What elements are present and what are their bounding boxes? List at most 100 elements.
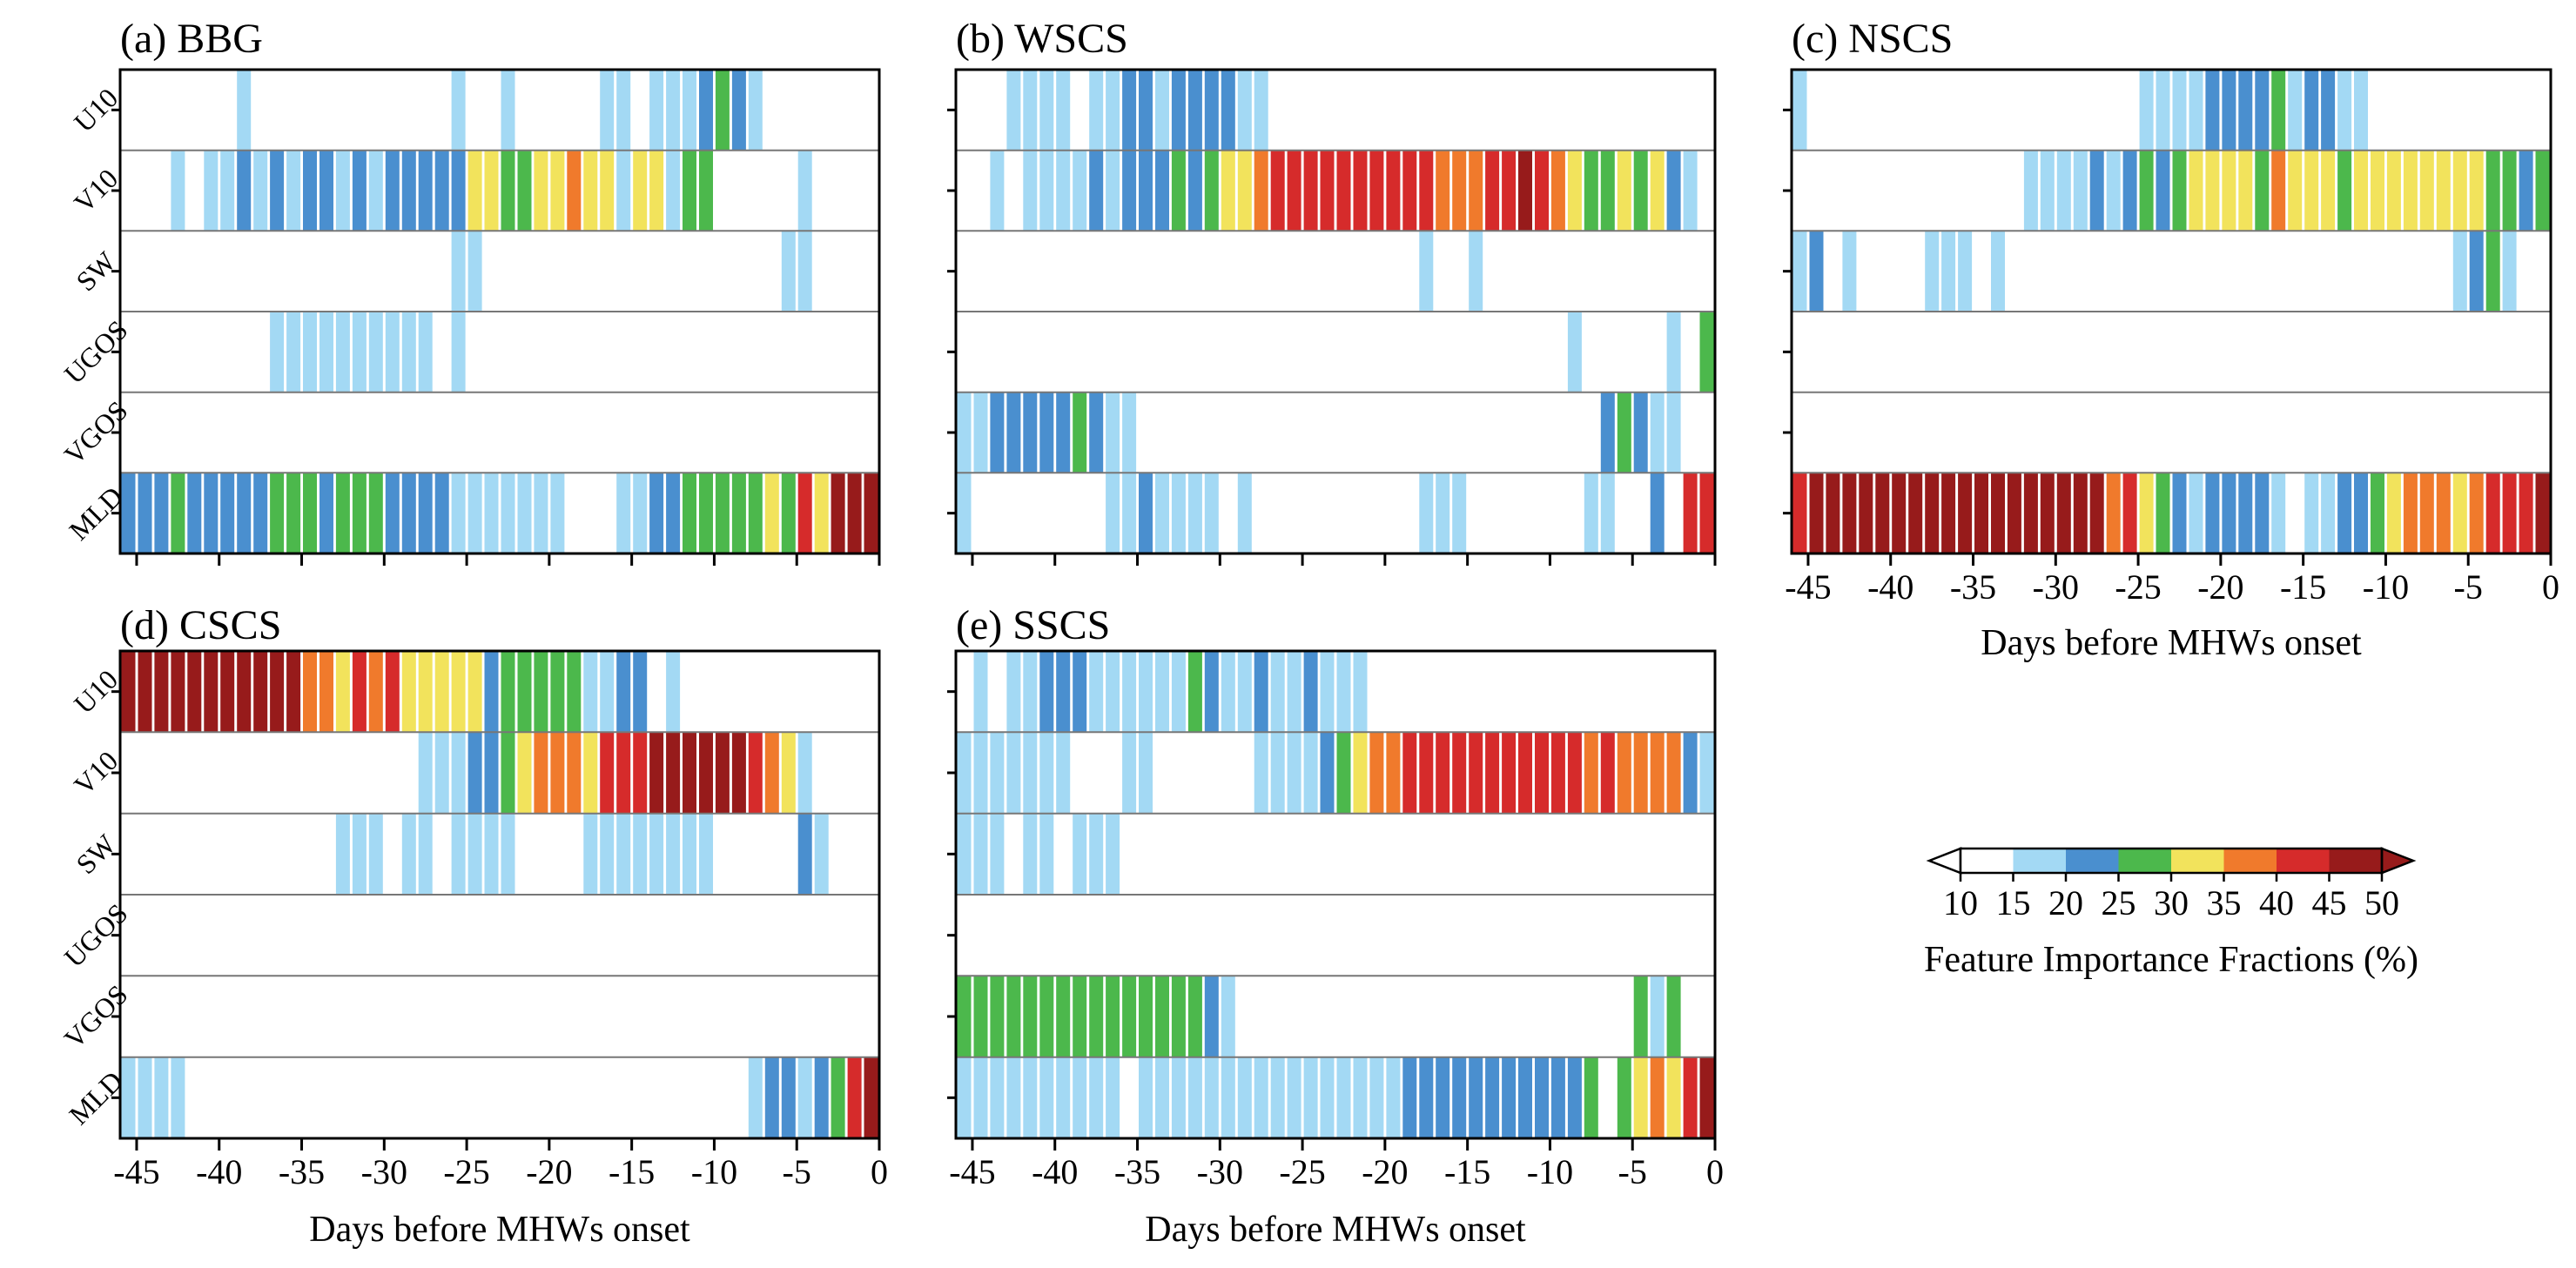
heat-cell bbox=[1452, 473, 1467, 553]
heat-cell bbox=[2469, 150, 2484, 231]
heat-cell bbox=[797, 473, 812, 553]
heat-cell bbox=[1155, 651, 1169, 733]
heat-cell bbox=[1991, 473, 2005, 553]
heat-cell bbox=[600, 813, 615, 895]
colorbar-bin bbox=[2329, 849, 2382, 873]
heat-cell bbox=[781, 1057, 796, 1138]
colorbar-tick-label: 20 bbox=[2048, 883, 2083, 922]
heat-cell bbox=[484, 813, 499, 895]
heat-cell bbox=[138, 651, 152, 733]
heat-cell bbox=[973, 392, 988, 473]
heat-cell bbox=[451, 813, 466, 895]
heat-cell bbox=[467, 732, 482, 814]
y-tick-label: SW bbox=[70, 828, 122, 880]
panel-e-cells bbox=[957, 651, 1714, 1138]
panel-a-row-separators bbox=[120, 149, 879, 474]
heat-cell bbox=[1056, 392, 1071, 473]
heat-cell bbox=[1792, 231, 1807, 312]
heat-cell bbox=[121, 473, 136, 553]
heat-cell bbox=[385, 651, 400, 733]
heat-cell bbox=[957, 813, 972, 895]
heat-cell bbox=[434, 473, 449, 553]
heat-cell bbox=[1353, 732, 1368, 814]
heat-cell bbox=[1122, 70, 1137, 151]
colorbar: 10 15 20 25 30 35 40 45 50 Feature Importance Fr… bbox=[1924, 847, 2418, 980]
heat-cell bbox=[1650, 392, 1665, 473]
colorbar-tick-label: 50 bbox=[2364, 883, 2399, 922]
x-tick-label: -20 bbox=[2197, 567, 2243, 607]
colorbar-bin bbox=[2277, 849, 2330, 873]
heat-cell bbox=[335, 813, 350, 895]
heat-cell bbox=[385, 312, 400, 392]
heat-cell bbox=[1666, 150, 1681, 231]
heat-cell bbox=[990, 1057, 1005, 1138]
heat-cell bbox=[683, 732, 696, 814]
heat-cell bbox=[1303, 150, 1318, 231]
heat-cell bbox=[171, 1057, 185, 1138]
heat-cell bbox=[2189, 150, 2203, 231]
heat-cell bbox=[368, 813, 383, 895]
heat-cell bbox=[1666, 392, 1681, 473]
colorbar-extend-low bbox=[1926, 847, 1962, 875]
heat-cell bbox=[335, 150, 350, 231]
x-tick-label: 0 bbox=[871, 1152, 888, 1191]
heat-cell bbox=[1436, 732, 1450, 814]
heat-cell bbox=[2371, 150, 2384, 231]
heat-cell bbox=[1336, 651, 1351, 733]
heat-cell bbox=[683, 813, 696, 895]
heat-cell bbox=[600, 732, 615, 814]
heat-cell bbox=[1941, 473, 1956, 553]
heat-cell bbox=[1650, 473, 1665, 553]
heat-cell bbox=[1369, 732, 1384, 814]
heat-cell bbox=[1535, 150, 1549, 231]
heat-cell bbox=[550, 473, 565, 553]
heat-cell bbox=[567, 732, 582, 814]
x-tick-label: -10 bbox=[2363, 567, 2409, 607]
heat-cell bbox=[121, 651, 136, 733]
heat-cell bbox=[1106, 1057, 1120, 1138]
heat-cell bbox=[2485, 231, 2500, 312]
heat-cell bbox=[2222, 70, 2236, 151]
heat-cell bbox=[401, 312, 416, 392]
heat-cell bbox=[1875, 473, 1890, 553]
heat-cell bbox=[764, 1057, 779, 1138]
heat-cell bbox=[649, 70, 664, 151]
heat-cell bbox=[451, 732, 466, 814]
panel-b-x-axis bbox=[971, 553, 1717, 566]
heat-cell bbox=[1502, 150, 1517, 231]
x-tick-label: -5 bbox=[1618, 1152, 1647, 1191]
heat-cell bbox=[2205, 150, 2220, 231]
heat-cell bbox=[1518, 1057, 1532, 1138]
heat-cell bbox=[187, 473, 202, 553]
heat-cell bbox=[1469, 150, 1483, 231]
heat-cell bbox=[1171, 473, 1186, 553]
heat-cell bbox=[764, 732, 779, 814]
heat-cell bbox=[1171, 976, 1186, 1057]
heat-cell bbox=[1089, 651, 1104, 733]
heat-cell bbox=[451, 150, 466, 231]
heat-cell bbox=[666, 473, 681, 553]
heat-cell bbox=[1842, 473, 1857, 553]
heat-cell bbox=[451, 651, 466, 733]
heat-cell bbox=[484, 732, 499, 814]
heat-cell bbox=[2354, 70, 2368, 151]
panel-e-frame bbox=[954, 649, 1717, 1140]
panel-b-frame bbox=[954, 68, 1717, 555]
heat-cell bbox=[1187, 473, 1202, 553]
heat-cell bbox=[517, 150, 532, 231]
heat-cell bbox=[1452, 1057, 1467, 1138]
heat-cell bbox=[1666, 1057, 1681, 1138]
heat-cell bbox=[237, 150, 252, 231]
heat-cell bbox=[973, 1057, 988, 1138]
heat-cell bbox=[237, 70, 252, 151]
heat-cell bbox=[1106, 473, 1120, 553]
heat-cell bbox=[1039, 732, 1054, 814]
heat-cell bbox=[2238, 150, 2253, 231]
heat-cell bbox=[797, 813, 812, 895]
y-tick-label: UGOS bbox=[57, 897, 133, 973]
heat-cell bbox=[1287, 1057, 1301, 1138]
heat-cell bbox=[1419, 473, 1434, 553]
heat-cell bbox=[1535, 1057, 1549, 1138]
heat-cell bbox=[1204, 150, 1219, 231]
